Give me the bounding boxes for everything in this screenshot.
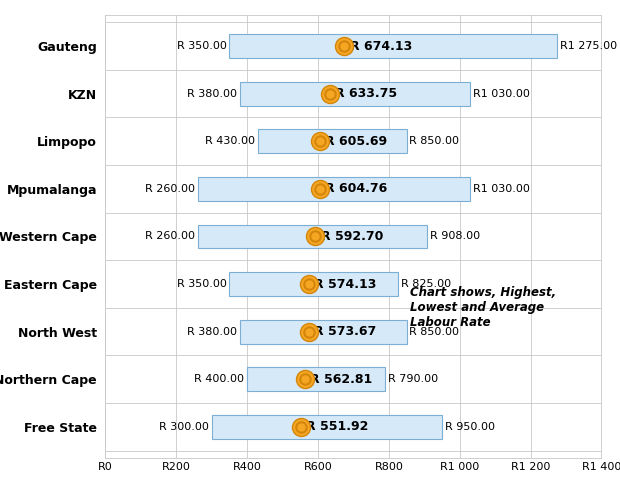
Bar <box>198 177 471 201</box>
Text: R 790.00: R 790.00 <box>388 374 438 384</box>
Text: R 825.00: R 825.00 <box>401 279 451 289</box>
Bar <box>229 272 397 296</box>
Text: R 300.00: R 300.00 <box>159 422 209 432</box>
Text: R 850.00: R 850.00 <box>409 136 459 146</box>
Bar <box>198 224 427 248</box>
Text: R1 030.00: R1 030.00 <box>473 89 530 99</box>
Text: R 430.00: R 430.00 <box>205 136 255 146</box>
Text: R 674.13: R 674.13 <box>350 40 412 52</box>
Text: R 950.00: R 950.00 <box>445 422 495 432</box>
Text: R 551.92: R 551.92 <box>306 421 369 433</box>
Bar <box>247 367 385 391</box>
Text: R 605.69: R 605.69 <box>326 135 388 148</box>
Bar <box>240 320 407 344</box>
Text: R 562.81: R 562.81 <box>310 373 373 386</box>
Text: R 260.00: R 260.00 <box>144 184 195 194</box>
Text: R 850.00: R 850.00 <box>409 326 459 337</box>
Text: Chart shows, Highest,
Lowest and Average
Labour Rate: Chart shows, Highest, Lowest and Average… <box>410 286 556 329</box>
Text: R1 030.00: R1 030.00 <box>473 184 530 194</box>
Text: R 400.00: R 400.00 <box>194 374 244 384</box>
Bar <box>211 415 442 439</box>
Text: R 908.00: R 908.00 <box>430 231 480 241</box>
Text: R 380.00: R 380.00 <box>187 326 237 337</box>
Bar <box>240 81 471 106</box>
Text: R 260.00: R 260.00 <box>144 231 195 241</box>
Text: R1 275.00: R1 275.00 <box>560 41 617 51</box>
Bar <box>258 129 407 153</box>
Text: R 350.00: R 350.00 <box>177 41 226 51</box>
Text: R 604.76: R 604.76 <box>325 182 388 195</box>
Bar <box>229 34 557 58</box>
Text: R 573.67: R 573.67 <box>314 325 376 338</box>
Text: R 633.75: R 633.75 <box>335 87 397 100</box>
Text: R 350.00: R 350.00 <box>177 279 226 289</box>
Text: R 574.13: R 574.13 <box>314 278 376 291</box>
Text: R 592.70: R 592.70 <box>321 230 383 243</box>
Text: R 380.00: R 380.00 <box>187 89 237 99</box>
